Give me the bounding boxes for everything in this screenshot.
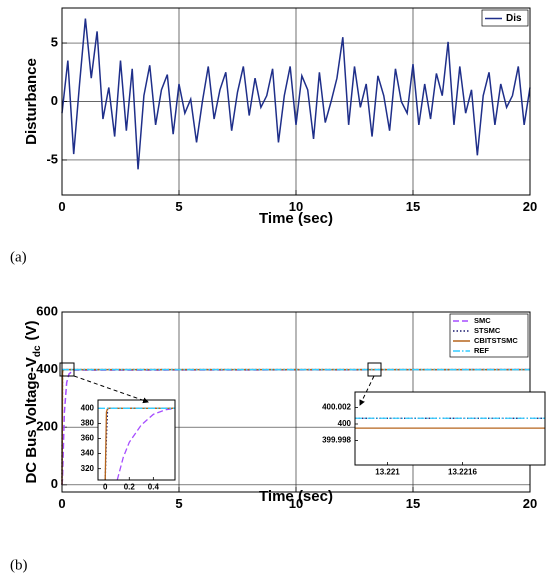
y-tick-label: 340 [81, 449, 95, 458]
y-tick-label: 200 [36, 419, 58, 434]
series-line [61, 18, 531, 170]
y-tick-label: 400 [338, 419, 352, 428]
x-tick-label: 10 [289, 496, 303, 511]
y-axis-label-main: Disturbance [23, 58, 40, 145]
x-tick-label: 13.221 [375, 468, 400, 477]
y-tick-label: -5 [46, 151, 58, 166]
y-axis-label: DC Bus Voltage-Vdc (V) [23, 320, 43, 483]
zoom-arrow [359, 375, 375, 406]
axes-box [97, 399, 176, 481]
y-tick-label: 600 [36, 303, 58, 318]
panel-label: (a) [10, 249, 27, 265]
x-tick-label: 15 [406, 199, 420, 214]
y-tick-label: 399.998 [322, 436, 351, 445]
zoom-box [367, 362, 382, 377]
legend-label: CBITSTSMC [474, 336, 518, 345]
zoom-indicators [59, 362, 382, 406]
x-tick-label: 0 [103, 483, 108, 492]
y-tick-label: 0 [51, 93, 58, 108]
plot-area [98, 400, 175, 480]
x-tick-label: 0 [58, 496, 65, 511]
x-tick-label: 0.2 [124, 483, 136, 492]
legend-label: REF [474, 346, 489, 355]
x-tick-label: 0.4 [148, 483, 160, 492]
zoom-box [59, 362, 75, 377]
y-tick-label: 400 [81, 403, 95, 412]
x-tick-label: 20 [523, 199, 537, 214]
axes-box [61, 7, 531, 196]
x-tick-label: 20 [523, 496, 537, 511]
axes-box [354, 391, 546, 466]
x-tick-label: 5 [175, 496, 182, 511]
y-tick-label: 320 [81, 464, 95, 473]
y-axis-label-unit: (V) [23, 320, 40, 340]
y-tick-label: 400 [36, 361, 58, 376]
legend-label: SMC [474, 316, 491, 325]
y-axis-label-sub: dc [32, 345, 43, 357]
y-tick-label: 0 [51, 476, 58, 491]
x-axis-label: Time (sec) [259, 210, 333, 227]
zoom-arrow [73, 375, 149, 404]
y-tick-label: 400.002 [322, 403, 351, 412]
y-tick-label: 360 [81, 434, 95, 443]
x-tick-label: 13.2216 [448, 468, 477, 477]
x-tick-label: 15 [406, 496, 420, 511]
charts: 0 5 10 15 20 -5 0 5 Dis Time (sec) Disturbance (a) 0… [10, 7, 546, 573]
x-tick-label: 10 [289, 199, 303, 214]
x-tick-label: 0 [58, 199, 65, 214]
y-tick-label: 380 [81, 419, 95, 428]
y-axis-label-main: DC Bus Voltage-V [23, 357, 40, 483]
series-line [116, 407, 176, 481]
y-axis-label: Disturbance [23, 58, 40, 145]
panel-label: (b) [10, 557, 28, 573]
y-tick-label: 5 [51, 35, 58, 50]
legend-box [481, 9, 529, 27]
x-tick-label: 5 [175, 199, 182, 214]
legend-label: Dis [506, 13, 522, 24]
x-axis-label: Time (sec) [259, 488, 333, 505]
legend-label: STSMC [474, 326, 501, 335]
